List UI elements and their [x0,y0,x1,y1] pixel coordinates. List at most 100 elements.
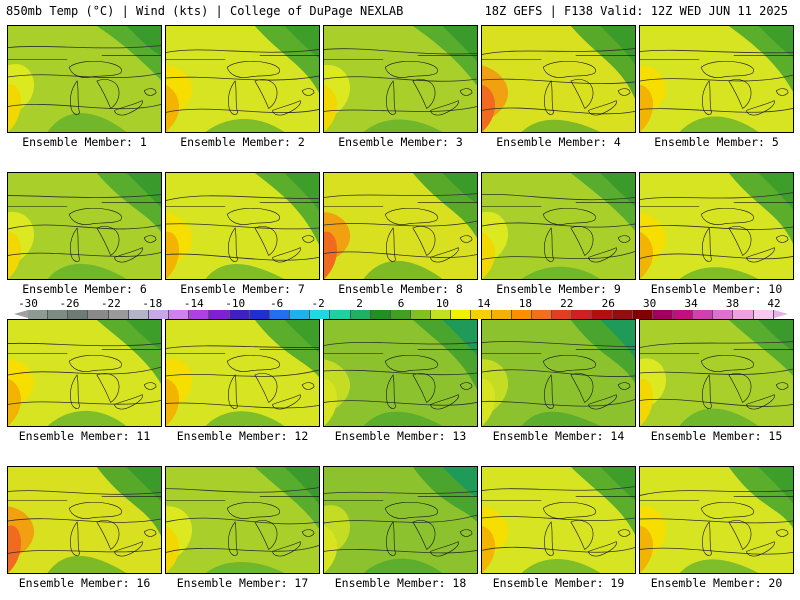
temperature-map [640,173,793,279]
ensemble-member-label: Ensemble Member: 10 [650,282,783,296]
ensemble-map-panel [323,319,478,427]
ensemble-map-panel [639,172,794,280]
colorbar-tick-label: 2 [356,297,363,310]
colorbar-tick-label: 22 [560,297,574,310]
ensemble-member-label: Ensemble Member: 17 [176,576,309,590]
colorbar-tick-label: 10 [435,297,450,310]
ensemble-map-panel [165,319,320,427]
colorbar-swatch [88,310,109,319]
ensemble-member-label: Ensemble Member: 16 [18,576,151,590]
ensemble-member-label: Ensemble Member: 13 [334,429,467,443]
colorbar-swatch [572,310,593,319]
colorbar-swatch [451,310,472,319]
temperature-map [324,26,477,132]
ensemble-map-panel [323,25,478,133]
colorbar-tick-label: -30 [18,297,38,310]
temperature-map [166,467,319,573]
colorbar-tick-label: -6 [270,297,284,310]
temperature-map [8,467,161,573]
ensemble-map-panel [323,172,478,280]
colorbar-swatch [310,310,331,319]
map-title: 850mb Temp (°C) | Wind (kts) | College o… [6,4,404,18]
colorbar-tick-label: -2 [311,297,325,310]
colorbar-swatch [592,310,613,319]
ensemble-member-label: Ensemble Member: 9 [496,282,621,296]
colorbar-swatch [693,310,714,319]
ensemble-map-panel [7,466,162,574]
colorbar-min-arrow [14,310,28,318]
colorbar-tick-label: 14 [477,297,491,310]
temperature-map [640,320,793,426]
temperature-map [324,467,477,573]
colorbar-swatch [169,310,190,319]
colorbar-swatch [128,310,149,319]
ensemble-member-label: Ensemble Member: 8 [338,282,463,296]
temperature-colorbar: -30 -26 -22 -18 -14 -10 -6 -2 2 6 10 14 18 22 26 30 34 38… [14,297,788,324]
temperature-map [640,26,793,132]
ensemble-member-label: Ensemble Member: 6 [22,282,147,296]
colorbar-tick-label: -14 [183,297,204,310]
colorbar-swatch [491,310,512,319]
ensemble-map-panel [481,172,636,280]
ensemble-map-panel [323,466,478,574]
colorbar-swatch [48,310,69,319]
colorbar-tick-label: -22 [100,297,121,310]
ensemble-member-label: Ensemble Member: 7 [180,282,305,296]
colorbar-swatch [431,310,452,319]
ensemble-map-panel [7,25,162,133]
temperature-map [8,173,161,279]
ensemble-map-panel [481,319,636,427]
colorbar-swatch [290,310,311,319]
ensemble-member-label: Ensemble Member: 18 [334,576,467,590]
ensemble-map-panel [7,319,162,427]
colorbar-swatch [209,310,230,319]
colorbar-swatch [28,310,49,319]
temperature-map [482,173,635,279]
colorbar-tick-label: -10 [225,297,246,310]
colorbar-swatch [652,310,673,319]
ensemble-member-label: Ensemble Member: 15 [650,429,783,443]
temperature-map [482,320,635,426]
ensemble-map-panel [639,466,794,574]
colorbar-swatch [511,310,532,319]
colorbar-swatch [733,310,754,319]
ensemble-member-label: Ensemble Member: 19 [492,576,625,590]
colorbar-swatch [410,310,432,319]
colorbar-tick-label: 6 [397,297,405,310]
colorbar-swatch [673,310,694,319]
model-run-info: 18Z GEFS | F138 Valid: 12Z WED JUN 11 20… [484,4,788,18]
ensemble-member-label: Ensemble Member: 11 [18,429,151,443]
colorbar-tick-label: 34 [684,297,698,310]
colorbar-swatch [612,310,633,319]
temperature-map [166,173,319,279]
colorbar-tick-label: 42 [767,297,781,310]
ensemble-member-label: Ensemble Member: 3 [338,135,463,149]
colorbar-swatch [229,310,250,319]
ensemble-map-panel [165,25,320,133]
temperature-map [640,467,793,573]
colorbar-swatch [269,310,291,319]
colorbar-tick-label: 18 [518,297,532,310]
ensemble-map-panel [481,466,636,574]
colorbar-swatch [108,310,129,319]
ensemble-map-panel [165,172,320,280]
ensemble-member-label: Ensemble Member: 4 [496,135,621,149]
colorbar-swatch [189,310,210,319]
colorbar-swatch [632,310,653,319]
temperature-map [8,26,161,132]
colorbar-tick-label: 30 [643,297,657,310]
temperature-map [324,173,477,279]
colorbar-swatch [148,310,170,319]
ensemble-map-panel [481,25,636,133]
ensemble-map-panel [165,466,320,574]
temperature-map [482,26,635,132]
temperature-map [324,320,477,426]
temperature-map [166,320,319,426]
ensemble-member-label: Ensemble Member: 5 [654,135,779,149]
colorbar-swatch [370,310,391,319]
colorbar-swatch [249,310,270,319]
colorbar-swatch [471,310,492,319]
ensemble-member-label: Ensemble Member: 12 [176,429,309,443]
colorbar-swatch [713,310,734,319]
temperature-map [482,467,635,573]
